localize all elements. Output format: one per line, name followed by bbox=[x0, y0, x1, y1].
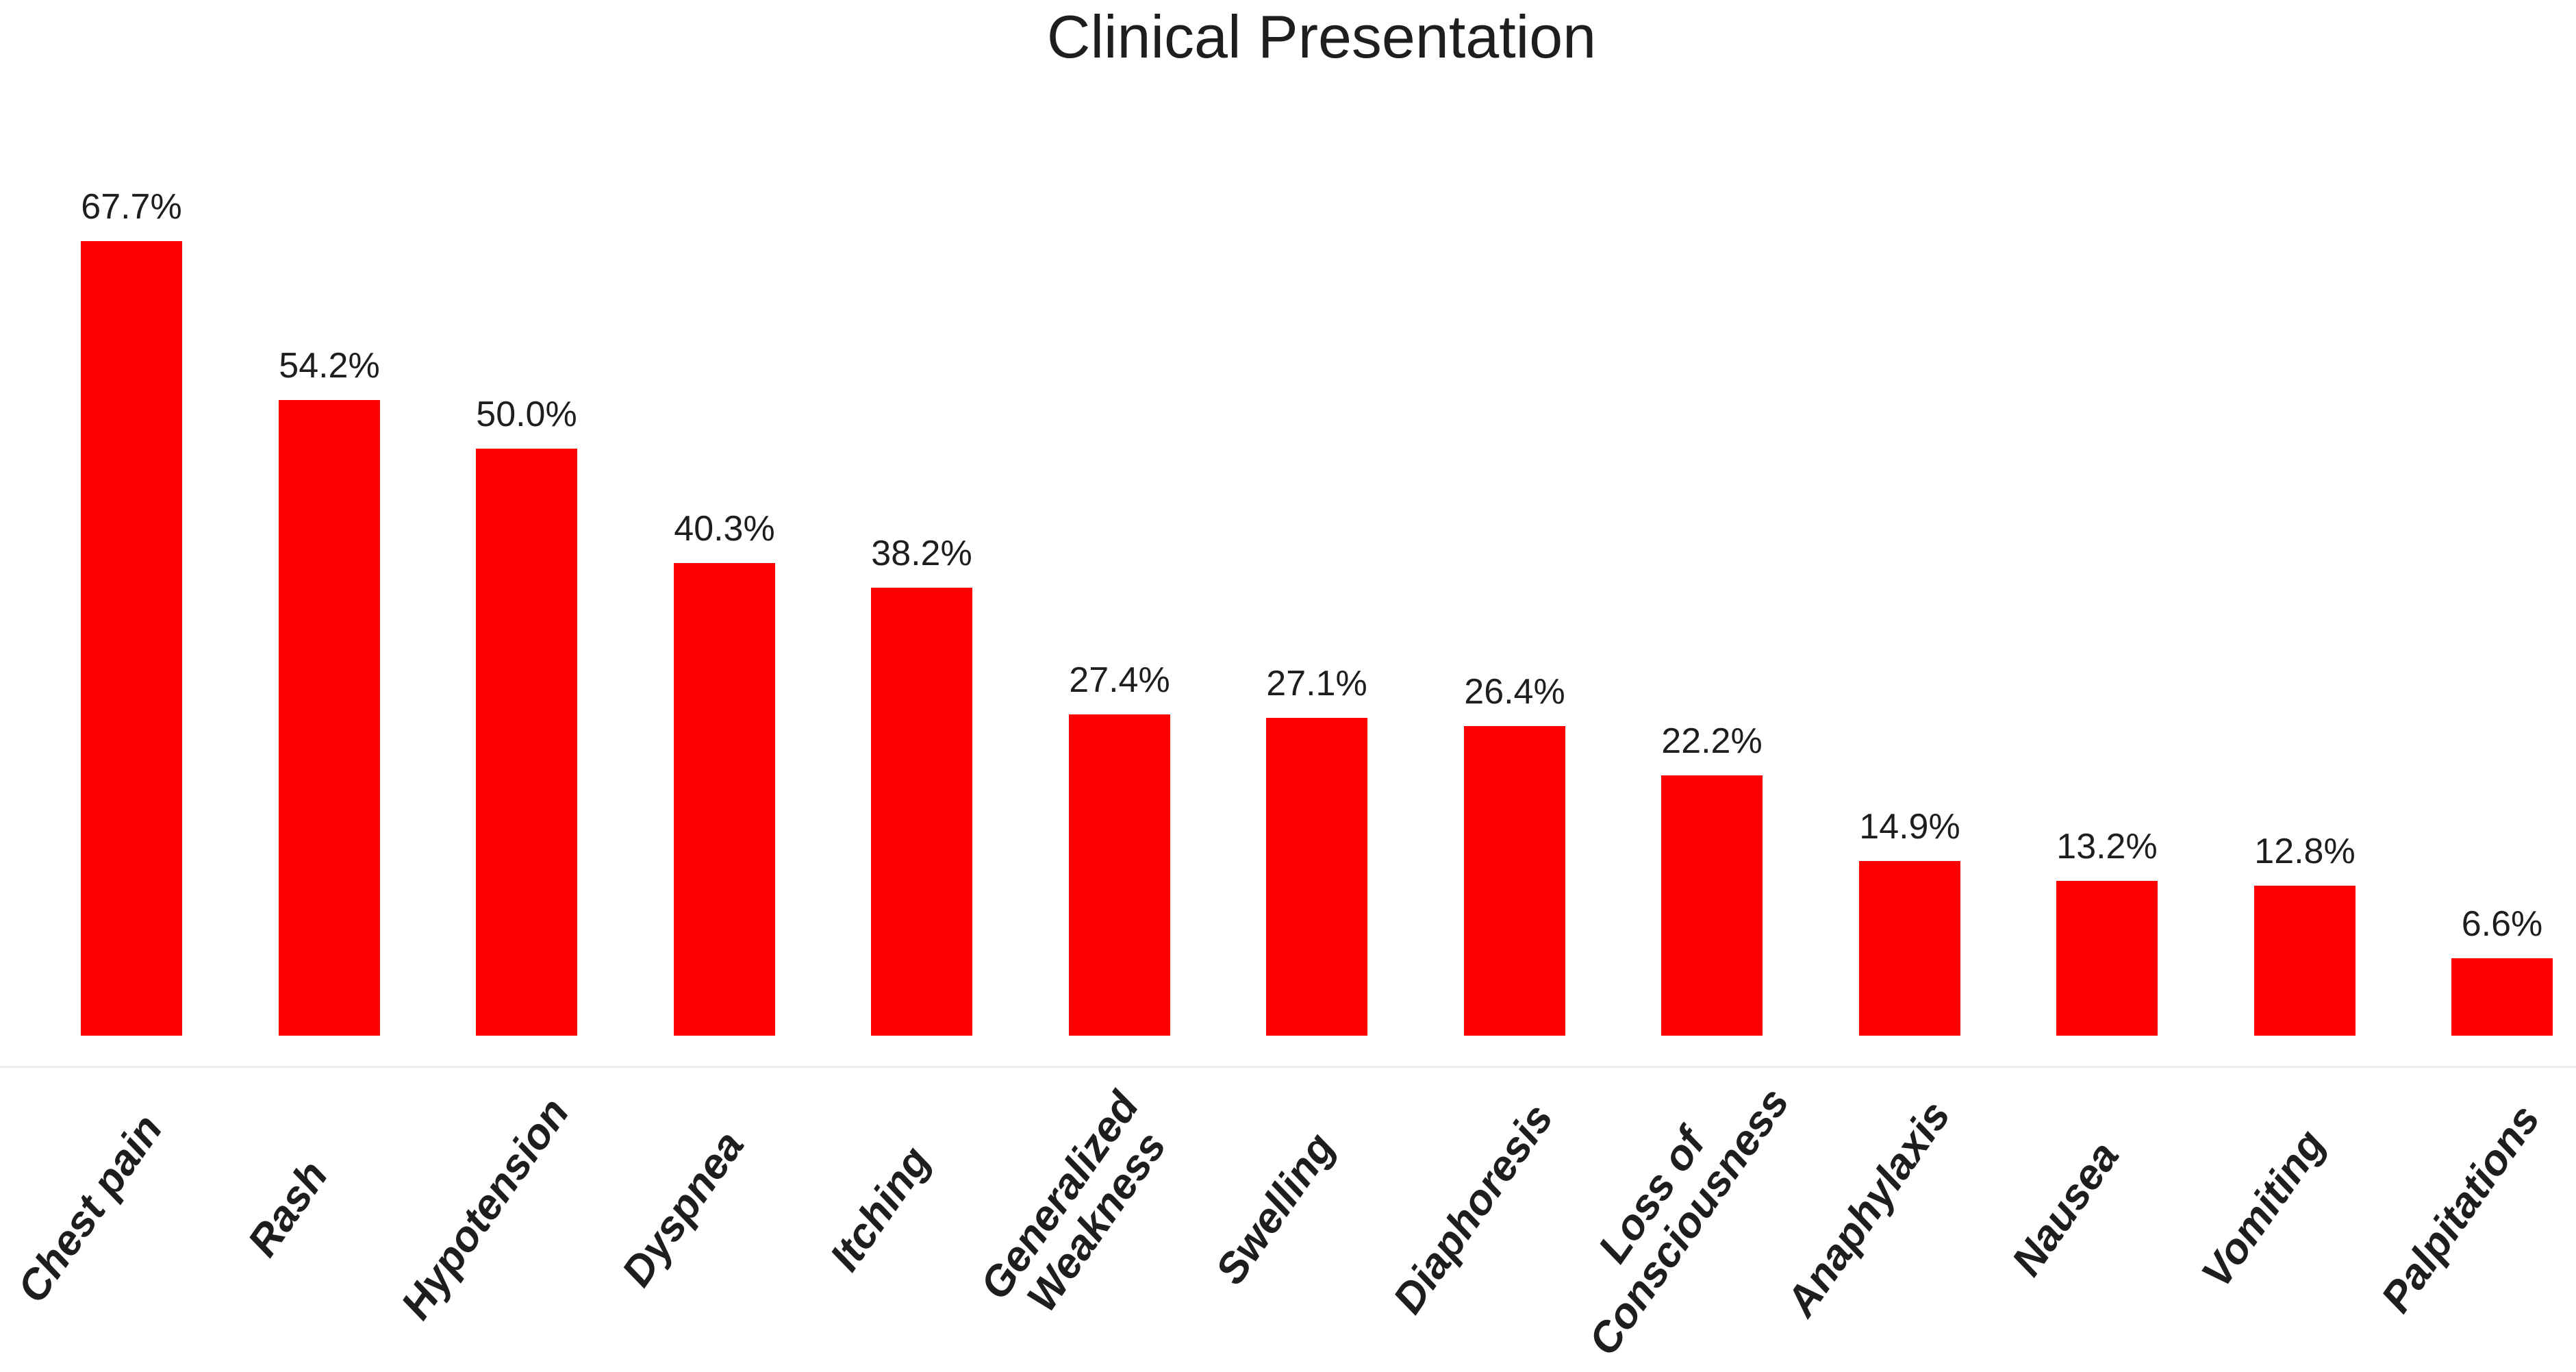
bar-rash bbox=[279, 400, 380, 1036]
bar-value-label-hypotension: 50.0% bbox=[476, 395, 577, 434]
x-tick-label-swelling: Swelling bbox=[1207, 1124, 1344, 1293]
x-axis-line bbox=[0, 1066, 2576, 1068]
bar-swelling bbox=[1266, 718, 1367, 1036]
bar-vomiting bbox=[2254, 886, 2356, 1036]
x-tick-label-hypotension: Hypotension bbox=[392, 1090, 579, 1328]
bar-generalized-weakness bbox=[1069, 714, 1170, 1036]
x-tick-label-palpitations: Palpitations bbox=[2372, 1097, 2549, 1321]
bar-value-label-generalized-weakness: 27.4% bbox=[1069, 660, 1170, 700]
bar-nausea bbox=[2056, 881, 2158, 1036]
bar-loss-of-consciousness bbox=[1661, 775, 1763, 1036]
x-tick-label-rash: Rash bbox=[238, 1152, 338, 1265]
x-tick-label-diaphoresis: Diaphoresis bbox=[1384, 1095, 1563, 1322]
x-tick-label-itching: Itching bbox=[821, 1138, 940, 1280]
bar-value-label-dyspnea: 40.3% bbox=[674, 509, 775, 549]
bar-hypotension bbox=[476, 449, 577, 1036]
bar-value-label-loss-of-consciousness: 22.2% bbox=[1661, 721, 1763, 761]
bar-chest-pain bbox=[81, 241, 182, 1036]
x-tick-label-vomiting: Vomiting bbox=[2192, 1121, 2335, 1297]
bar-value-label-anaphylaxis: 14.9% bbox=[1859, 807, 1960, 847]
bar-itching bbox=[871, 588, 972, 1036]
bar-palpitations bbox=[2451, 958, 2553, 1036]
bar-value-label-chest-pain: 67.7% bbox=[81, 187, 182, 227]
bar-value-label-swelling: 27.1% bbox=[1266, 664, 1367, 703]
bar-diaphoresis bbox=[1464, 726, 1565, 1036]
x-tick-label-loss-of-consciousness: Loss of Consciousness bbox=[1579, 1080, 1799, 1364]
bar-anaphylaxis bbox=[1859, 861, 1960, 1036]
x-tick-label-chest-pain: Chest pain bbox=[8, 1106, 172, 1312]
bar-value-label-palpitations: 6.6% bbox=[2461, 904, 2543, 944]
x-tick-label-generalized-weakness: Generalized Weakness bbox=[971, 1084, 1176, 1321]
x-tick-label-nausea: Nausea bbox=[2003, 1133, 2129, 1284]
x-tick-label-anaphylaxis: Anaphylaxis bbox=[1777, 1093, 1960, 1325]
x-tick-label-dyspnea: Dyspnea bbox=[613, 1123, 753, 1295]
bar-value-label-itching: 38.2% bbox=[871, 534, 972, 573]
bar-dyspnea bbox=[674, 563, 775, 1036]
bar-value-label-rash: 54.2% bbox=[279, 346, 380, 386]
chart-title: Clinical Presentation bbox=[1046, 3, 1597, 71]
bar-value-label-vomiting: 12.8% bbox=[2254, 832, 2356, 871]
bar-value-label-nausea: 13.2% bbox=[2056, 827, 2158, 866]
bar-value-label-diaphoresis: 26.4% bbox=[1464, 672, 1565, 712]
